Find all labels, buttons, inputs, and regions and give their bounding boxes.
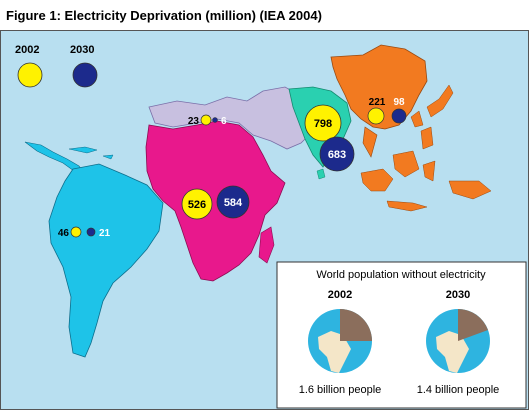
africa-2030-bubble bbox=[216, 185, 250, 219]
legend-dot-2002 bbox=[17, 62, 43, 88]
middle-east-2002-bubble bbox=[200, 114, 212, 126]
philippines-shape bbox=[420, 126, 434, 150]
south-asia-2002-bubble bbox=[304, 104, 342, 142]
globe-2002-wedge bbox=[340, 309, 372, 341]
inset-year-2002: 2002 bbox=[328, 289, 352, 301]
middle-east-2030-bubble bbox=[212, 117, 218, 123]
latin-america-shape bbox=[48, 163, 164, 358]
globe-2030-land bbox=[436, 331, 469, 373]
globe-2002 bbox=[308, 309, 372, 373]
borneo-shape bbox=[392, 150, 420, 178]
inset-caption-2030: 1.4 billion people bbox=[417, 384, 500, 396]
caribbean-island-shape bbox=[102, 154, 114, 160]
east-asia-2002-label: 221 bbox=[369, 97, 386, 108]
east-asia-2030-bubble bbox=[391, 108, 407, 124]
africa-2030-label: 584 bbox=[224, 197, 243, 209]
legend-year-2030: 2030 bbox=[70, 44, 94, 56]
middle-east-2030-label: 6 bbox=[221, 116, 227, 127]
region-east-asia-values: 221 98 bbox=[367, 97, 407, 125]
region-africa-values: 526 584 bbox=[181, 185, 250, 220]
south-asia-2030-label: 683 bbox=[328, 149, 346, 161]
map-frame: 2002 2030 46 21 23 6 526 58 bbox=[0, 30, 529, 410]
inset-caption-2002: 1.6 billion people bbox=[299, 384, 382, 396]
sumatra-shape bbox=[360, 168, 394, 192]
globe-2030 bbox=[426, 309, 490, 373]
east-asia-2002-bubble bbox=[367, 107, 385, 125]
south-asia-2030-bubble bbox=[319, 136, 355, 172]
taiwan-shape bbox=[410, 110, 424, 128]
globe-2030-wedge bbox=[458, 309, 488, 341]
inset-title: World population without electricity bbox=[316, 269, 486, 281]
globe-2002-land bbox=[318, 331, 351, 373]
world-map: 2002 2030 46 21 23 6 526 58 bbox=[15, 44, 527, 409]
inset-year-2030: 2030 bbox=[446, 289, 470, 301]
sri-lanka-shape bbox=[316, 168, 326, 180]
east-asia-mainland-shape bbox=[330, 44, 428, 130]
middle-east-2002-label: 23 bbox=[188, 116, 200, 127]
africa-2002-bubble bbox=[181, 188, 213, 220]
malay-peninsula-shape bbox=[362, 126, 378, 158]
south-asia-2002-label: 798 bbox=[314, 118, 332, 130]
africa-shape bbox=[145, 120, 286, 282]
legend-dot-2030 bbox=[72, 62, 98, 88]
madagascar-shape bbox=[258, 226, 275, 264]
new-guinea-shape bbox=[448, 180, 492, 200]
legend-year-2002: 2002 bbox=[15, 44, 39, 56]
latin-america-2002-bubble bbox=[70, 226, 82, 238]
east-asia-2030-label: 98 bbox=[393, 97, 405, 108]
figure-title: Figure 1: Electricity Deprivation (milli… bbox=[6, 8, 322, 23]
latin-america-2002-label: 46 bbox=[58, 228, 70, 239]
java-shape bbox=[386, 200, 428, 212]
africa-2002-label: 526 bbox=[188, 199, 206, 211]
inset-box: World population without electricity 200… bbox=[276, 261, 527, 409]
legend: 2002 2030 bbox=[15, 44, 98, 88]
japan-shape bbox=[426, 84, 454, 118]
region-middle-east-values: 23 6 bbox=[188, 114, 227, 127]
sulawesi-shape bbox=[422, 160, 436, 182]
latin-america-2030-bubble bbox=[86, 227, 96, 237]
region-south-asia-values: 798 683 bbox=[304, 104, 355, 172]
latin-america-2030-label: 21 bbox=[99, 228, 111, 239]
region-latin-america-values: 46 21 bbox=[58, 226, 111, 239]
caribbean-island-shape bbox=[68, 146, 98, 154]
